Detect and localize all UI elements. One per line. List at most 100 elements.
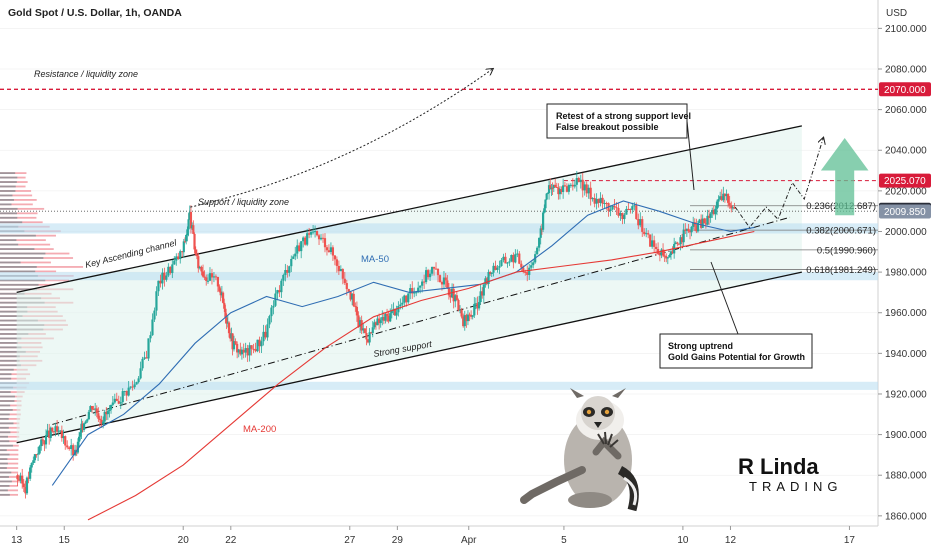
candle-body [27, 477, 30, 479]
volume-bar-dark [0, 288, 37, 291]
candle-body [306, 233, 309, 245]
candle-body [129, 386, 132, 388]
candle-body [558, 189, 562, 195]
candle-body [446, 280, 449, 289]
volume-bar [0, 212, 38, 215]
candle-body [185, 235, 188, 242]
candle-body [268, 316, 271, 325]
candle-body [545, 193, 548, 200]
candle-body [66, 445, 69, 448]
volume-bar-dark [0, 194, 13, 197]
candle-body [331, 247, 335, 256]
candle-body [629, 208, 632, 210]
candle-body [665, 256, 668, 259]
candle-body [508, 261, 511, 263]
candle-body [539, 228, 542, 238]
volume-bar-dark [0, 257, 44, 259]
candle-body [282, 274, 285, 281]
volume-bar-dark [0, 489, 8, 492]
candle-body [728, 202, 731, 206]
candle-body [436, 268, 440, 276]
candle-body [457, 299, 460, 311]
candle-body [603, 203, 606, 205]
candle-body [252, 348, 255, 350]
candle-body [449, 295, 452, 298]
candle-body [38, 446, 41, 454]
candle-body [473, 303, 476, 316]
candle-body [615, 207, 618, 209]
candle-body [274, 293, 277, 306]
volume-bar-dark [0, 207, 18, 210]
candle-body [161, 272, 164, 284]
volume-bar-dark [0, 350, 26, 353]
candle-body [685, 228, 688, 231]
candle-body [131, 386, 134, 388]
candle-body [323, 238, 327, 248]
chart-title: Gold Spot / U.S. Dollar, 1h, OANDA [8, 7, 182, 19]
volume-bar-dark [0, 190, 16, 192]
volume-bar-dark [0, 395, 15, 398]
candle-body [175, 256, 178, 261]
candle-body [216, 276, 220, 287]
candle-body [192, 225, 195, 234]
candle-body [230, 333, 233, 339]
candle-body [549, 185, 552, 190]
candle-body [76, 441, 80, 453]
volume-bar-dark [0, 199, 14, 201]
candle-body [195, 254, 198, 257]
candle-body [32, 460, 35, 464]
candle-body [407, 293, 410, 303]
candle-body [270, 307, 273, 317]
candle-body [540, 228, 544, 230]
candle-body [430, 266, 434, 274]
candle-body [137, 378, 140, 383]
volume-bar-dark [0, 476, 9, 478]
candle-body [485, 278, 489, 284]
candle-body [452, 288, 455, 302]
candle-body [169, 266, 172, 274]
candle-body [35, 454, 38, 456]
candle-body [143, 357, 146, 359]
forecast-path-arrow [734, 138, 823, 229]
candle-body [423, 281, 426, 283]
candle-body [401, 302, 404, 305]
candle-body [698, 219, 701, 224]
channel-lower-line [16, 271, 802, 444]
volume-bar [0, 377, 27, 380]
volume-bar [0, 373, 31, 376]
candle-body [254, 349, 257, 352]
candle-body [182, 241, 185, 253]
candle-body [500, 260, 503, 267]
candle-body [80, 423, 83, 433]
volume-bar [0, 261, 51, 264]
volume-bar-dark [0, 310, 28, 313]
candle-body [676, 242, 679, 244]
candle-body [609, 209, 612, 212]
volume-bar-dark [0, 176, 18, 179]
candle-body [56, 426, 59, 432]
candle-body [300, 241, 303, 252]
candle-body [643, 231, 646, 235]
candle-body [327, 250, 331, 252]
candle-body [701, 218, 704, 228]
candle-body [417, 287, 420, 293]
candle-body [317, 235, 321, 240]
volume-bar [0, 462, 19, 465]
y-tick-label: 2040.000 [885, 146, 927, 157]
candle-body [668, 255, 671, 258]
volume-bar-dark [0, 248, 35, 250]
candle-body [343, 278, 346, 284]
volume-bar-dark [0, 435, 9, 438]
candle-body [321, 237, 325, 239]
candle-body [205, 277, 208, 281]
retest-line1: Retest of a strong support level [556, 111, 691, 121]
candle-body [29, 467, 32, 479]
ma-50-line [51, 200, 755, 486]
volume-bar-dark [0, 471, 12, 474]
volume-bar-dark [0, 252, 46, 255]
candle-body [102, 421, 105, 424]
candle-body [411, 288, 414, 294]
candle-body [599, 197, 602, 203]
candle-body [611, 205, 614, 210]
